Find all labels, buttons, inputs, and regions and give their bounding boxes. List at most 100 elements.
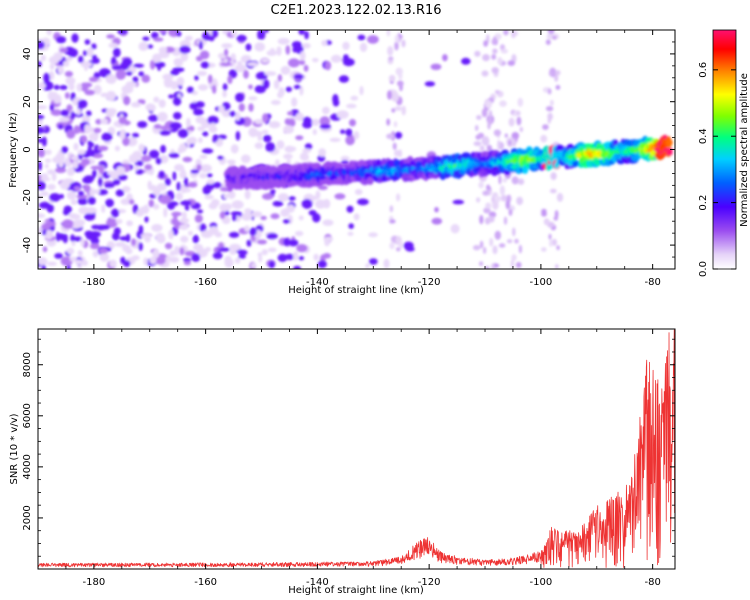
heatmap-streak-blob: [398, 71, 403, 80]
heatmap-noise-blob: [283, 125, 294, 134]
heatmap-noise-blob: [180, 235, 189, 243]
heatmap-streak-blob: [514, 238, 519, 244]
heatmap-noise-blob: [179, 217, 190, 224]
heatmap-streak-blob: [513, 111, 517, 117]
heatmap-noise-blob: [276, 46, 282, 56]
heatmap-noise-blob: [206, 179, 215, 185]
heatmap-noise-blob: [345, 128, 353, 137]
heatmap-streak-blob: [541, 208, 547, 214]
heatmap-noise-blob: [157, 111, 168, 122]
heatmap-noise-blob: [93, 84, 102, 95]
heatmap-noise-blob: [308, 210, 317, 216]
heatmap-noise-blob: [74, 259, 83, 265]
heatmap-noise-blob: [85, 207, 97, 214]
heatmap-noise-blob: [285, 86, 292, 93]
heatmap-noise-blob: [132, 150, 143, 160]
heatmap-noise-blob: [49, 103, 55, 112]
heatmap-noise-blob: [62, 219, 74, 230]
heatmap-noise-blob: [138, 41, 149, 51]
heatmap-noise-blob: [80, 61, 93, 68]
heatmap-noise-blob: [321, 40, 328, 47]
heatmap-noise-blob: [115, 219, 123, 224]
heatmap-noise-blob: [147, 104, 156, 112]
heatmap-noise-blob: [88, 76, 99, 82]
heatmap-noise-blob: [106, 218, 118, 228]
heatmap-noise-blob: [164, 242, 173, 250]
heatmap-streak-blob: [479, 214, 484, 225]
heatmap-noise-blob: [286, 204, 295, 213]
heatmap-noise-blob: [149, 59, 156, 70]
heatmap-noise-blob: [92, 57, 100, 64]
heatmap-noise-blob: [148, 199, 155, 208]
heatmap-noise-blob: [298, 256, 305, 261]
heatmap-noise-blob: [221, 43, 233, 49]
heatmap-noise-blob: [311, 118, 320, 126]
heatmap-streak-blob: [546, 33, 553, 40]
heatmap-noise-blob: [330, 54, 342, 63]
heatmap-streak-blob: [497, 139, 501, 150]
heatmap-noise-blob: [212, 84, 217, 94]
heatmap-streak-blob: [474, 50, 481, 57]
heatmap-noise-blob: [189, 102, 198, 110]
heatmap-streak-blob: [484, 266, 490, 269]
heatmap-noise-blob: [199, 50, 210, 60]
heatmap-noise-blob: [123, 260, 131, 268]
heatmap-streak-blob: [508, 139, 512, 146]
heatmap-noise-blob: [163, 207, 168, 218]
heatmap-noise-blob: [108, 91, 115, 96]
heatmap-noise-blob: [63, 205, 72, 214]
heatmap-noise-blob: [152, 53, 162, 63]
heatmap-noise-blob: [368, 258, 378, 265]
heatmap-noise-blob: [46, 238, 57, 247]
heatmap-noise-blob: [430, 63, 442, 70]
heatmap-noise-blob: [54, 253, 63, 259]
heatmap-noise-blob: [312, 129, 317, 135]
heatmap-streak-blob: [388, 56, 394, 61]
heatmap-noise-blob: [169, 250, 176, 257]
heatmap-noise-blob: [212, 182, 222, 189]
heatmap-noise-blob: [228, 231, 240, 238]
heatmap-y-tick-label: 20: [22, 95, 33, 108]
heatmap-noise-blob: [125, 248, 133, 255]
heatmap-noise-blob: [82, 50, 88, 56]
heatmap-noise-blob: [208, 202, 218, 210]
heatmap-noise-blob: [224, 48, 229, 57]
heatmap-signal-cell: [375, 159, 382, 168]
heatmap-streak-blob: [550, 172, 557, 181]
heatmap-noise-blob: [38, 105, 48, 110]
heatmap-noise-blob: [267, 247, 277, 253]
heatmap-noise-blob: [218, 247, 230, 252]
heatmap-x-tick-label: -100: [530, 277, 553, 288]
heatmap-noise-blob: [138, 71, 145, 77]
heatmap-noise-blob: [129, 199, 135, 205]
heatmap-streak-blob: [486, 144, 493, 152]
heatmap-noise-blob: [183, 261, 191, 266]
heatmap-streak-blob: [499, 185, 505, 196]
heatmap-noise-blob: [122, 57, 133, 68]
heatmap-noise-blob: [168, 94, 174, 99]
heatmap-noise-blob: [288, 58, 300, 68]
heatmap-y-tick-label: -20: [22, 189, 33, 205]
heatmap-streak-blob: [515, 261, 522, 269]
heatmap-noise-blob: [284, 145, 295, 153]
heatmap-streak-blob: [555, 85, 561, 90]
heatmap-noise-blob: [245, 43, 252, 51]
heatmap-streak-blob: [516, 116, 522, 126]
heatmap-noise-blob: [293, 265, 301, 269]
heatmap-y-tick-label: -40: [22, 237, 33, 253]
heatmap-noise-blob: [193, 108, 204, 116]
heatmap-noise-blob: [88, 132, 99, 141]
heatmap-streak-blob: [386, 30, 391, 37]
heatmap-noise-blob: [323, 236, 334, 242]
heatmap-noise-blob: [205, 247, 211, 252]
heatmap-signal-cell: [335, 162, 344, 169]
heatmap-noise-blob: [225, 210, 230, 216]
heatmap-noise-blob: [183, 257, 192, 263]
heatmap-noise-blob: [44, 149, 52, 155]
heatmap-noise-blob: [72, 160, 79, 169]
heatmap-noise-blob: [158, 99, 166, 108]
heatmap-noise-blob: [200, 61, 210, 69]
heatmap-noise-blob: [298, 215, 304, 221]
heatmap-noise-blob: [264, 30, 269, 33]
heatmap-streak-blob: [491, 263, 495, 269]
